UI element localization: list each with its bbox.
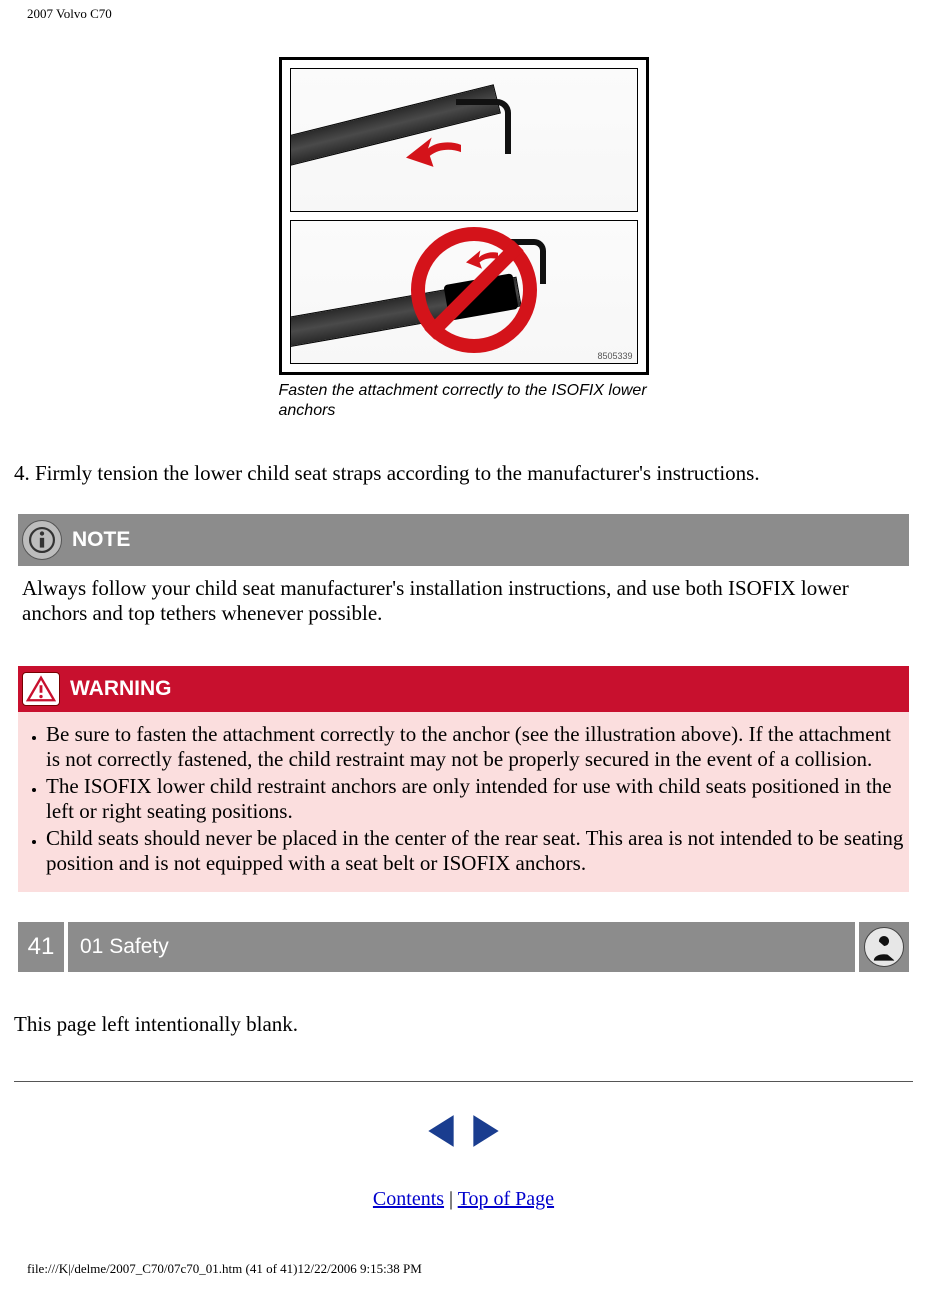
warning-label: WARNING [70, 677, 172, 701]
section-title: 01 Safety [68, 922, 855, 972]
prohibit-icon [411, 227, 537, 353]
warning-icon [22, 672, 60, 706]
figure-panel-incorrect: 8505339 [290, 220, 638, 364]
next-arrow-icon[interactable] [470, 1112, 502, 1150]
warning-bullet: Be sure to fasten the attachment correct… [46, 722, 905, 772]
info-icon [22, 520, 62, 560]
warning-bullet: Child seats should never be placed in th… [46, 826, 905, 876]
note-callout: NOTE Always follow your child seat manuf… [18, 514, 909, 638]
divider [14, 1081, 913, 1082]
warning-bullets: Be sure to fasten the attachment correct… [22, 722, 905, 876]
warning-callout: WARNING Be sure to fasten the attachment… [18, 666, 909, 892]
prev-arrow-icon[interactable] [425, 1112, 457, 1150]
figure-caption: Fasten the attachment correctly to the I… [279, 381, 649, 421]
warning-bullet: The ISOFIX lower child restraint anchors… [46, 774, 905, 824]
doc-header: 2007 Volvo C70 [0, 0, 927, 22]
note-body: Always follow your child seat manufactur… [18, 566, 909, 638]
page-number: 41 [18, 922, 64, 972]
top-of-page-link[interactable]: Top of Page [458, 1188, 554, 1210]
nav-arrows [0, 1112, 927, 1156]
arrow-icon [406, 134, 461, 174]
figure-panel-correct [290, 68, 638, 212]
footer-path: file:///K|/delme/2007_C70/07c70_01.htm (… [0, 1211, 927, 1277]
isofix-figure: 8505339 Fasten the attachment correctly … [279, 57, 649, 421]
page-bar: 41 01 Safety [18, 922, 909, 972]
note-label: NOTE [72, 528, 130, 552]
figure-code: 8505339 [597, 351, 632, 361]
link-separator: | [444, 1188, 458, 1210]
seatbelt-icon [859, 922, 909, 972]
contents-link[interactable]: Contents [373, 1188, 444, 1210]
instruction-text: 4. Firmly tension the lower child seat s… [0, 421, 927, 486]
blank-notice: This page left intentionally blank. [0, 972, 927, 1037]
